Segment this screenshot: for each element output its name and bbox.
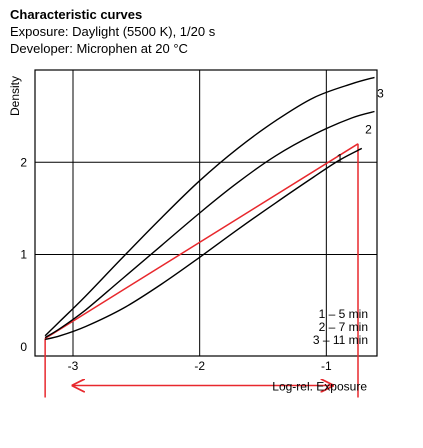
- legend-entry: 2 – 7 min: [319, 320, 368, 334]
- x-axis-label: Log-rel. Exposure: [272, 380, 367, 394]
- curve-label-1: 1: [336, 151, 343, 165]
- curve-1: [44, 147, 363, 341]
- plot-frame: [34, 69, 378, 357]
- curve-2: [44, 110, 375, 339]
- labels: -3 -2 -1 0 1 2 Density Log-rel. Exposure 3 2 1 1 – …: [8, 76, 384, 394]
- y-tick-label: 0: [20, 340, 27, 354]
- y-tick-label: 2: [20, 155, 27, 169]
- legend-entry: 3 – 11 min: [313, 333, 368, 347]
- exposure-info: Exposure: Daylight (5500 K), 1/20 s: [10, 24, 216, 39]
- developer-info: Developer: Microphen at 20 °C: [10, 41, 188, 56]
- y-tick-label: 1: [20, 248, 27, 262]
- x-tick-label: -2: [194, 359, 205, 373]
- chart-header: Characteristic curves Exposure: Daylight…: [10, 6, 215, 57]
- x-tick-label: -3: [68, 359, 79, 373]
- x-tick-label: -1: [321, 359, 332, 373]
- annotation-layer: [44, 143, 359, 398]
- chart-title: Characteristic curves: [10, 7, 143, 22]
- y-axis-label: Density: [8, 76, 22, 116]
- curve-label-3: 3: [377, 86, 384, 100]
- legend-entry: 1 – 5 min: [319, 307, 368, 321]
- curves: [44, 76, 375, 341]
- curve-3: [44, 76, 375, 337]
- curve-label-2: 2: [365, 123, 372, 137]
- grid: [34, 69, 378, 357]
- gradient-line: [44, 143, 359, 340]
